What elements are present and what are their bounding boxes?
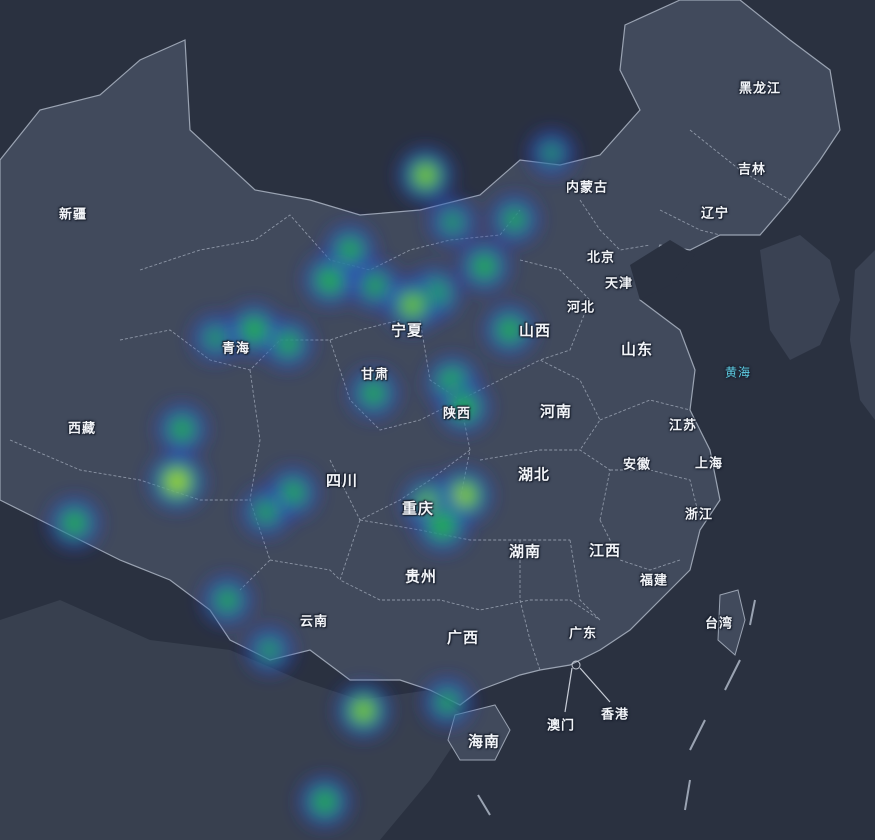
- heat-point-11-ring-1: [239, 314, 270, 345]
- label-aomen: 澳门: [546, 718, 576, 734]
- japan-landmass: [850, 250, 875, 420]
- southeast-asia-landmass: [0, 600, 470, 840]
- heat-point-22-ring-2: [170, 474, 184, 489]
- label-fujian: 福建: [639, 573, 669, 589]
- heat-point-13-ring-1: [495, 315, 524, 345]
- label-heilongjiang: 黑龙江: [738, 81, 782, 97]
- label-gansu: 甘肃: [360, 367, 390, 383]
- label-liaoning: 辽宁: [700, 206, 730, 222]
- label-chongqing: 重庆: [401, 499, 435, 518]
- heat-point-28-ring-1: [257, 637, 282, 663]
- taiwan-island: [717, 589, 746, 656]
- label-sichuan: 四川: [325, 471, 359, 490]
- label-shanghai: 上海: [694, 456, 724, 472]
- heat-point-26-ring-2: [357, 705, 369, 717]
- heat-point-2-ring-1: [440, 210, 465, 235]
- heat-point-25-ring-1: [213, 586, 241, 614]
- label-guangdong: 广东: [568, 626, 598, 642]
- label-hubei: 湖北: [517, 465, 551, 484]
- heat-point-7-ring-1: [314, 265, 345, 296]
- label-henan: 河南: [539, 402, 573, 421]
- heat-point-3-ring-1: [501, 205, 529, 233]
- label-hebei: 河北: [566, 300, 596, 316]
- label-taiwan: 台湾: [704, 616, 734, 632]
- label-yunnan: 云南: [299, 614, 329, 630]
- heat-point-21-ring-1: [252, 498, 280, 526]
- label-huanghai: 黄海: [724, 365, 752, 380]
- heat-point-9-ring-1: [361, 272, 389, 300]
- heat-point-8-ring-1: [336, 235, 364, 264]
- label-tianjin: 天津: [604, 276, 634, 292]
- bohai-sea: [630, 240, 695, 300]
- heat-point-0-ring-2: [420, 169, 432, 181]
- heat-point-16-ring-1: [449, 392, 480, 422]
- korea-landmass: [760, 235, 840, 360]
- label-xinjiang: 新疆: [58, 207, 88, 223]
- china-landmass: [0, 0, 841, 706]
- label-jiangxi: 江西: [588, 541, 622, 560]
- heat-point-27-ring-1: [434, 689, 461, 716]
- heat-point-1-ring-1: [540, 141, 563, 165]
- label-neimenggu: 内蒙古: [565, 180, 609, 196]
- heat-point-6-ring-2: [407, 299, 418, 311]
- heat-layer: [49, 131, 574, 827]
- heat-point-10-ring-1: [273, 329, 302, 358]
- heat-point-4-ring-1: [470, 252, 499, 281]
- label-qinghai: 青海: [221, 341, 251, 357]
- label-guizhou: 贵州: [404, 567, 438, 586]
- label-ningxia: 宁夏: [390, 321, 424, 340]
- label-xizang: 西藏: [67, 421, 97, 437]
- label-shandong: 山东: [620, 340, 654, 359]
- label-jilin: 吉林: [737, 162, 767, 178]
- heat-point-17-ring-2: [458, 489, 471, 502]
- heat-point-14-ring-1: [359, 379, 388, 408]
- heat-point-19-ring-1: [427, 510, 458, 542]
- heat-point-29-ring-1: [310, 787, 340, 817]
- label-guangxi: 广西: [446, 628, 480, 647]
- label-hunan: 湖南: [508, 542, 542, 561]
- label-shanxi: 山西: [518, 321, 552, 340]
- label-zhejiang: 浙江: [684, 507, 714, 523]
- heat-point-24-ring-1: [60, 508, 89, 538]
- coast-dashes: [477, 599, 756, 816]
- label-jiangsu: 江苏: [668, 418, 698, 434]
- label-beijing: 北京: [586, 250, 616, 266]
- heat-point-23-ring-1: [168, 415, 196, 444]
- label-xianggang: 香港: [600, 707, 630, 723]
- label-anhui: 安徽: [622, 457, 652, 473]
- label-hainan: 海南: [467, 732, 501, 751]
- heat-point-12-ring-1: [203, 325, 228, 351]
- label-shaanxi: 陕西: [442, 406, 472, 422]
